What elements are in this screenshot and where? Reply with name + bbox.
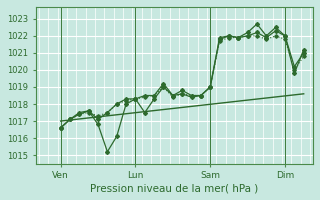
X-axis label: Pression niveau de la mer( hPa ): Pression niveau de la mer( hPa ) (90, 183, 259, 193)
